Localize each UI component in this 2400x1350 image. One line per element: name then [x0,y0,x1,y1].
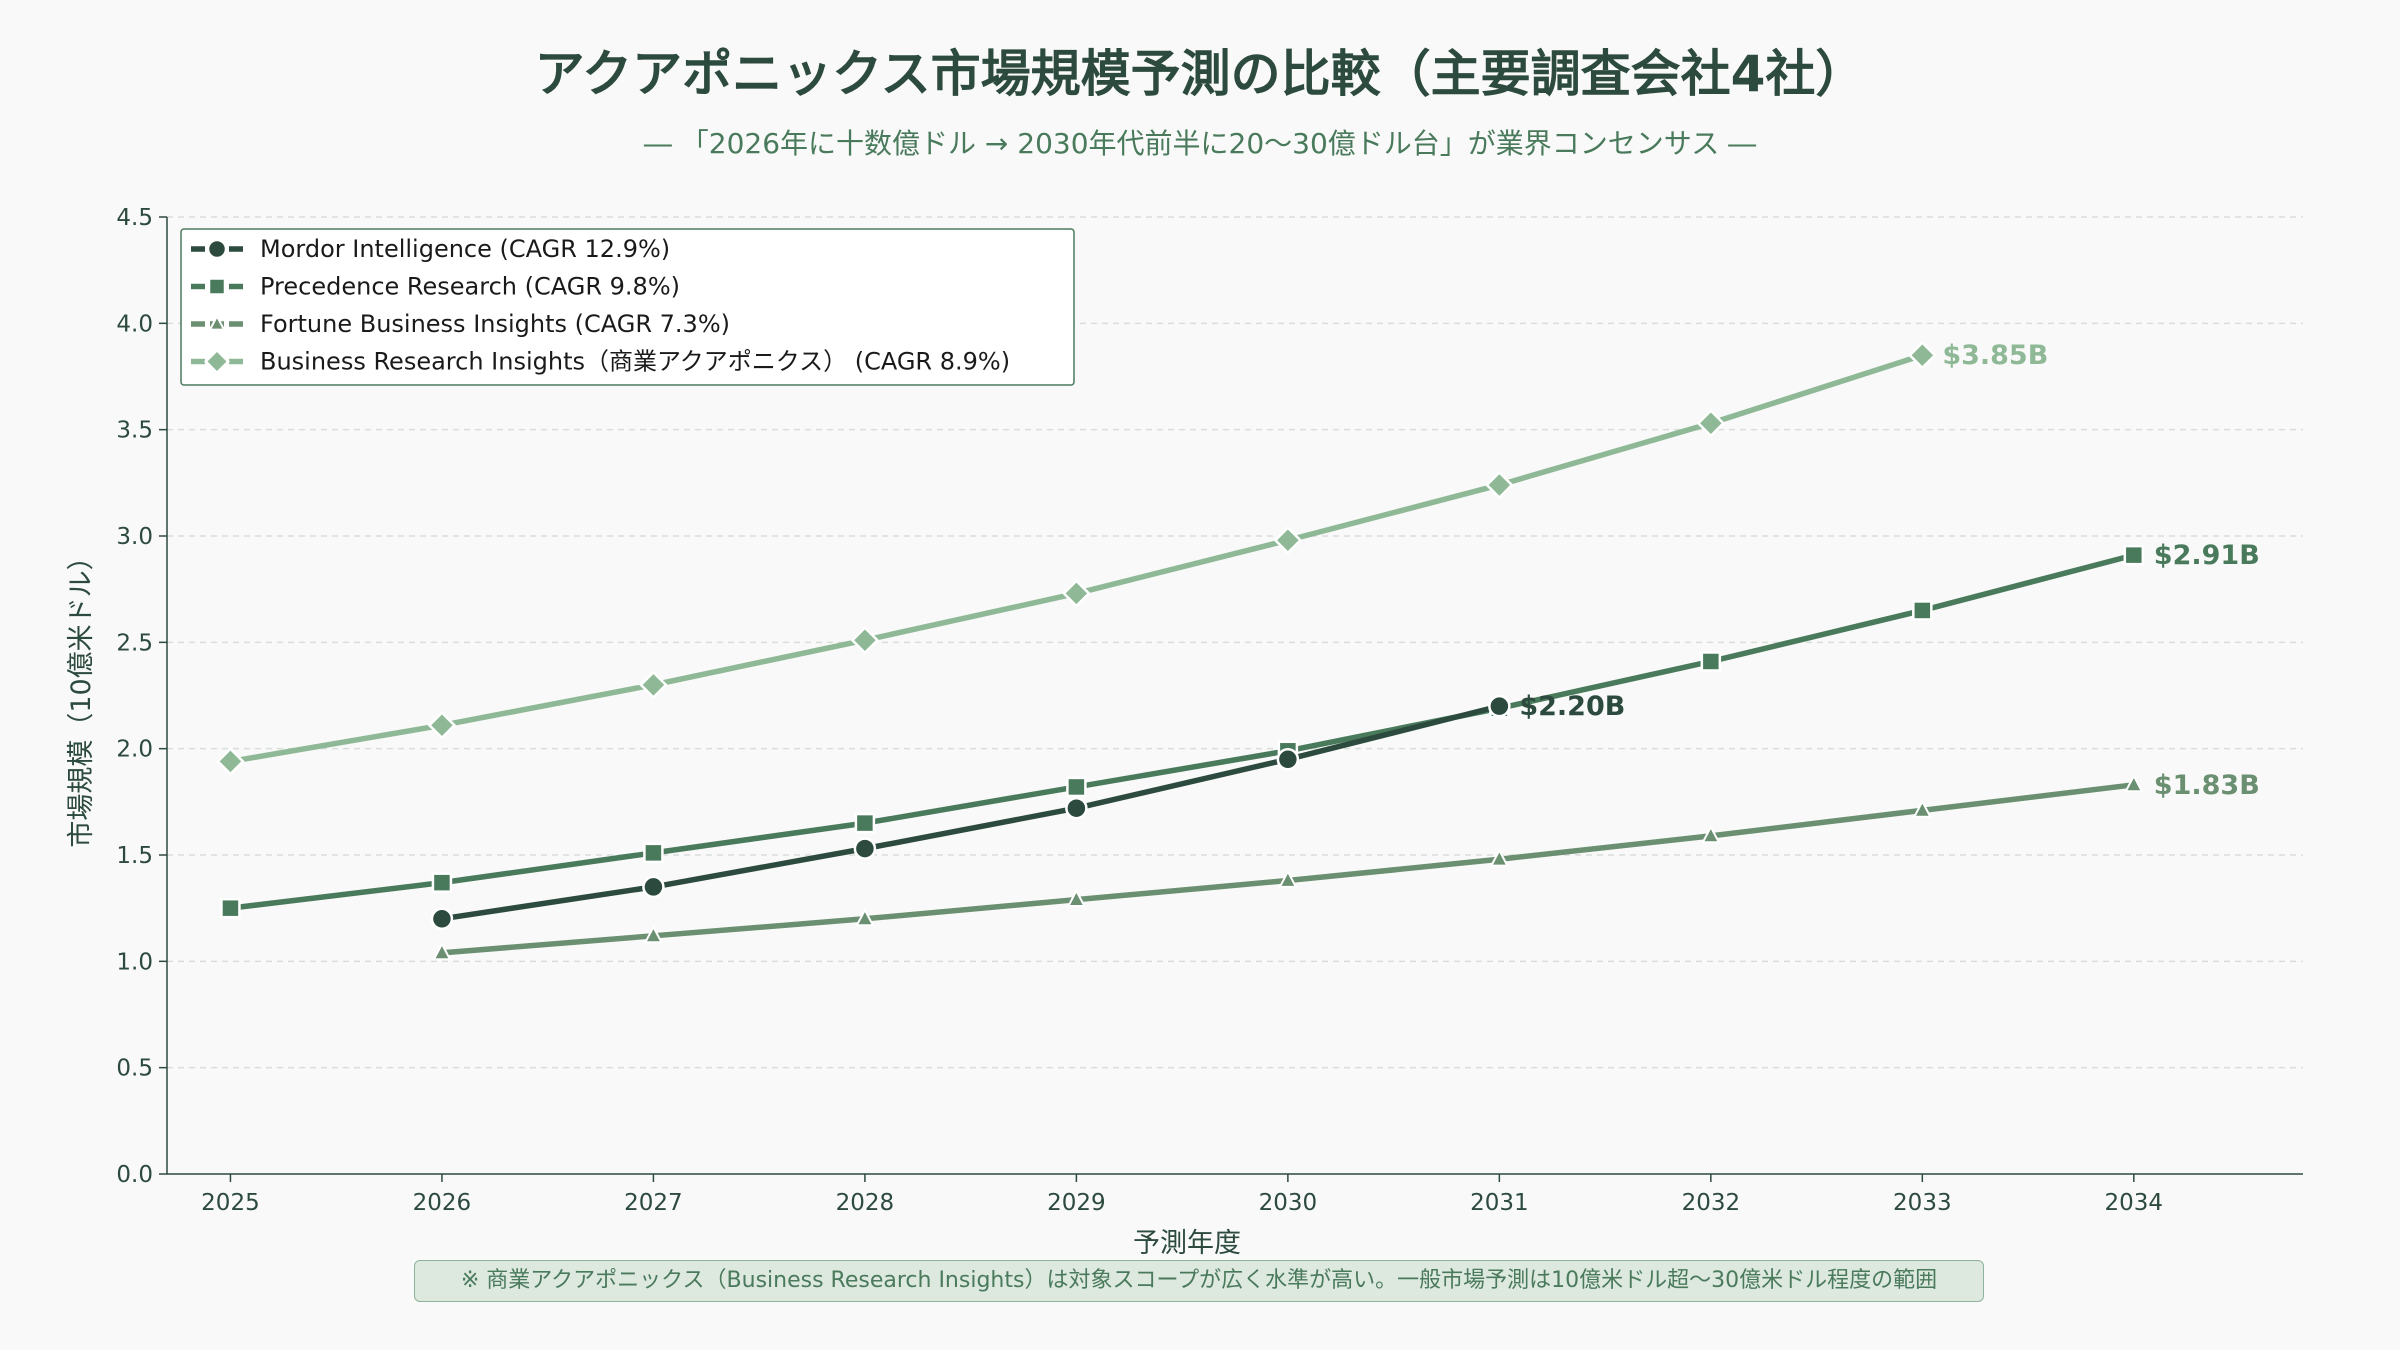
data-point [432,941,452,961]
data-point [850,625,880,655]
x-axis-label: 予測年度 [1133,1228,1241,1259]
data-point [855,907,875,927]
x-tick-label: 2028 [836,1190,895,1216]
data-point [1912,600,1933,621]
chart-subtitle: ― 「2026年に十数億ドル → 2030年代前半に20〜30億ドル台」が業界コ… [643,127,1757,160]
data-point [430,907,454,931]
x-tick-label: 2026 [413,1190,472,1216]
series-group: $3.85B $1.83B $2.91B $2.20B [216,340,2260,961]
end-value-label: $2.20B [1519,691,1625,722]
y-tick-label: 1.5 [116,843,153,869]
y-tick-label: 2.5 [116,630,153,656]
data-point [1489,848,1510,867]
data-point [207,277,227,296]
y-tick-label: 2.0 [116,737,153,763]
data-point [1700,651,1722,672]
data-point [1062,579,1091,608]
footnote: ※ 商業アクアポニックス（Business Research Insights）… [414,1260,1984,1302]
end-value-label: $1.83B [2154,770,2260,801]
legend-box [180,228,1075,386]
data-point [1276,748,1300,771]
axes: 0.0 0.5 1.0 1.5 2.0 2.5 3.0 3.5 4.0 4.5 2025 2026 20… [66,205,2303,1259]
legend-item: Business Research Insights（商業アクアポニクス） (C… [191,348,1010,376]
data-point [1701,824,1721,844]
series-diamond: $3.85B [216,340,2048,776]
y-tick-label: 0.0 [116,1162,153,1188]
data-point [1066,776,1087,798]
grid-lines [167,216,2303,1069]
legend: Mordor Intelligence (CAGR 12.9%) Preceden… [180,228,1075,386]
x-tick-label: 2030 [1259,1190,1318,1216]
data-point [431,872,453,893]
series-line [227,552,2137,911]
legend-item: Precedence Research (CAGR 9.8%) [191,273,680,301]
data-point [2123,544,2145,566]
chart-title: アクアポニックス市場規模予測の比較（主要調査会社4社） [534,45,1866,103]
series-line [439,782,2137,956]
data-point [1696,409,1726,438]
data-point [854,812,876,834]
data-point [203,348,231,375]
data-point [206,238,228,260]
data-point [1908,340,1937,370]
legend-item: Fortune Business Insights (CAGR 7.3%) [191,310,730,338]
data-point [1273,525,1303,555]
y-tick-label: 3.5 [116,418,153,444]
x-tick-label: 2033 [1893,1190,1952,1216]
x-tick-label: 2029 [1047,1190,1106,1216]
series-triangle: $1.83B [432,770,2260,961]
series-line [227,352,1926,765]
legend-label: Precedence Research (CAGR 9.8%) [260,273,680,301]
y-tick-label: 1.0 [116,949,153,975]
x-tick-label: 2025 [201,1190,260,1216]
end-value-label: $3.85B [1942,340,2048,371]
legend-label: Mordor Intelligence (CAGR 12.9%) [260,235,670,263]
data-point [642,875,665,899]
series-circle: $2.20B [430,691,1625,931]
y-tick-label: 4.5 [116,205,153,231]
data-point [220,897,241,919]
y-axis-label: 市場規模（10億米ドル） [66,543,97,847]
data-point [853,837,877,860]
series-line [439,703,1503,922]
end-value-label: $2.91B [2154,540,2260,571]
data-point [2124,773,2144,793]
x-tick-label: 2032 [1682,1190,1741,1216]
data-point [643,924,664,944]
data-point [1065,796,1088,820]
series-square: $2.91B [220,540,2260,919]
x-tick-label: 2031 [1470,1190,1529,1216]
data-point [639,670,668,700]
legend-label: Business Research Insights（商業アクアポニクス） (C… [260,348,1010,376]
data-point [643,842,664,864]
data-point [208,314,226,331]
y-tick-label: 4.0 [116,311,153,337]
data-point [427,711,457,740]
x-tick-label: 2027 [624,1190,683,1216]
data-point [1278,869,1298,888]
data-point [1066,888,1087,908]
legend-label: Fortune Business Insights (CAGR 7.3%) [260,310,730,338]
data-point [216,747,245,776]
data-point [1488,694,1511,718]
data-point [1912,799,1932,818]
x-tick-label: 2034 [2105,1190,2164,1216]
y-tick-label: 0.5 [116,1056,153,1082]
y-tick-label: 3.0 [116,524,153,550]
data-point [1485,470,1514,500]
legend-item: Mordor Intelligence (CAGR 12.9%) [191,235,670,263]
